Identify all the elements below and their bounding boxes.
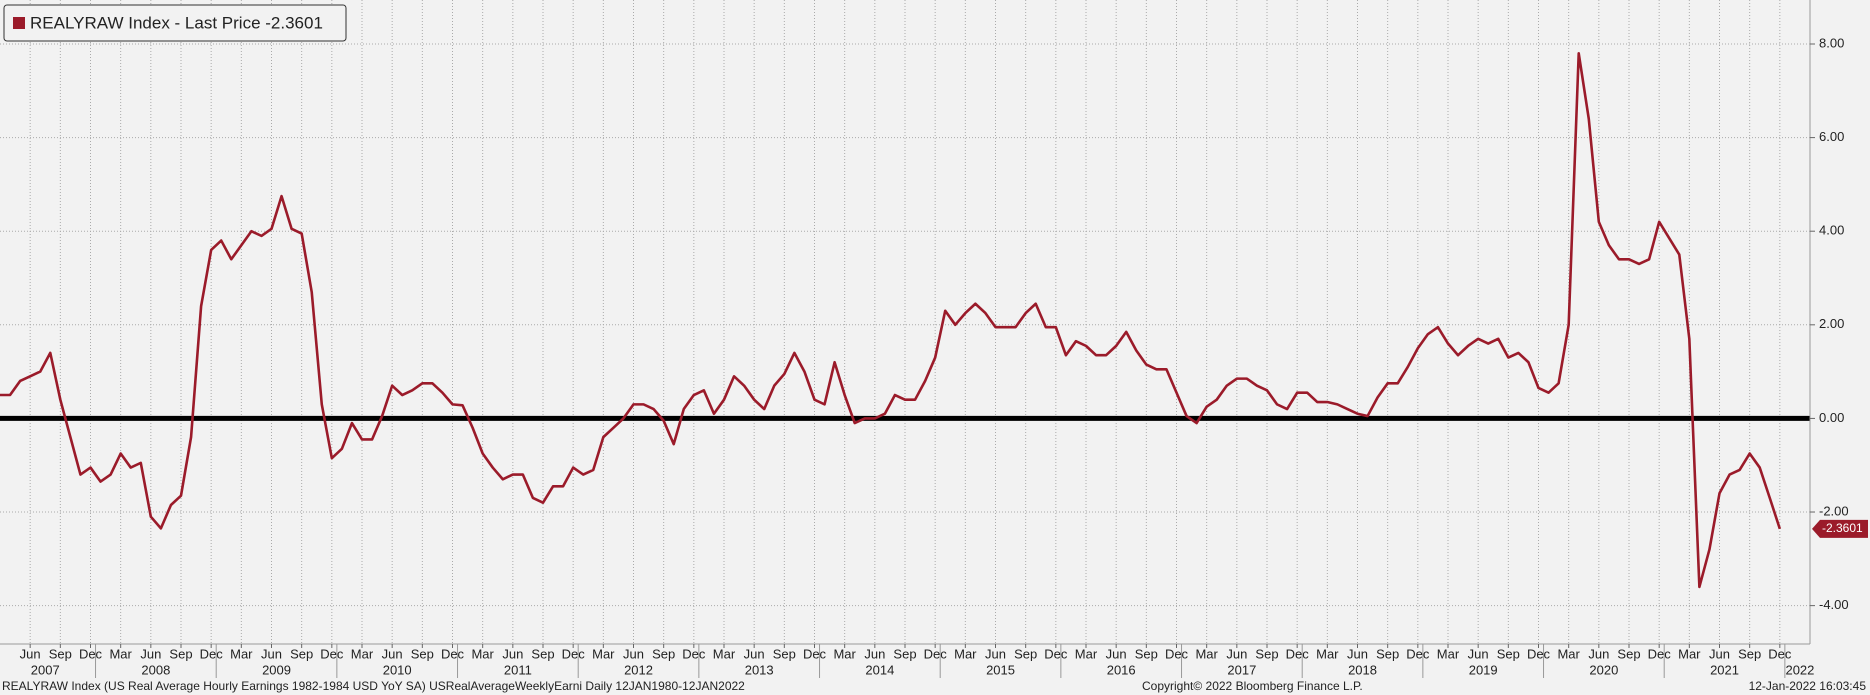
x-tick-label: Mar [954, 646, 977, 661]
x-tick-label: Dec [682, 646, 706, 661]
x-tick-label: Jun [623, 646, 644, 661]
y-tick-label: 4.00 [1819, 223, 1844, 238]
footer-description: REALYRAW Index (US Real Average Hourly E… [2, 679, 745, 693]
year-label: 2010 [383, 662, 412, 677]
x-tick-label: Sep [1255, 646, 1278, 661]
legend-swatch [13, 17, 25, 29]
x-tick-label: Sep [1376, 646, 1399, 661]
x-tick-label: Sep [652, 646, 675, 661]
x-tick-label: Dec [1044, 646, 1068, 661]
x-tick-label: Dec [320, 646, 344, 661]
y-tick-label: 2.00 [1819, 316, 1844, 331]
year-label: 2015 [986, 662, 1015, 677]
x-tick-label: Jun [1106, 646, 1127, 661]
x-tick-label: Mar [1437, 646, 1460, 661]
x-tick-label: Jun [20, 646, 41, 661]
footer-timestamp: 12-Jan-2022 16:03:45 [1749, 679, 1867, 693]
x-tick-label: Jun [1226, 646, 1247, 661]
year-label: 2009 [262, 662, 291, 677]
x-tick-label: Dec [562, 646, 586, 661]
x-tick-label: Dec [1768, 646, 1792, 661]
x-tick-label: Jun [744, 646, 765, 661]
x-tick-label: Mar [592, 646, 615, 661]
x-tick-label: Dec [924, 646, 948, 661]
grid [0, 0, 1810, 644]
x-tick-label: Jun [261, 646, 282, 661]
year-label: 2018 [1348, 662, 1377, 677]
year-label: 2020 [1589, 662, 1618, 677]
x-tick-label: Dec [200, 646, 224, 661]
year-label: 2011 [504, 662, 532, 677]
x-tick-label: Mar [1075, 646, 1098, 661]
year-label: 2014 [865, 662, 894, 677]
x-tick-label: Mar [230, 646, 253, 661]
x-tick-label: Sep [169, 646, 192, 661]
x-tick-label: Jun [1588, 646, 1609, 661]
x-tick-label: Dec [1648, 646, 1672, 661]
x-tick-label: Mar [351, 646, 374, 661]
x-tick-label: Sep [1738, 646, 1761, 661]
x-tick-label: Dec [79, 646, 103, 661]
x-tick-label: Sep [1617, 646, 1640, 661]
year-label: 2021 [1710, 662, 1739, 677]
x-tick-label: Sep [1135, 646, 1158, 661]
x-tick-label: Sep [773, 646, 796, 661]
x-tick-label: Jun [502, 646, 523, 661]
legend-box [3, 4, 347, 42]
last-price-label: -2.3601 [1822, 521, 1863, 535]
x-tick-label: Mar [1316, 646, 1339, 661]
year-label: 2007 [31, 662, 60, 677]
x-tick-label: Jun [382, 646, 403, 661]
x-tick-label: Dec [803, 646, 827, 661]
y-tick-label: 0.00 [1819, 410, 1844, 425]
x-tick-label: Mar [109, 646, 132, 661]
x-tick-label: Sep [290, 646, 313, 661]
year-label: 2022 [1785, 662, 1814, 677]
y-tick-label: 8.00 [1819, 35, 1844, 50]
x-tick-label: Jun [1347, 646, 1368, 661]
x-tick-label: Sep [411, 646, 434, 661]
x-tick-label: Dec [441, 646, 465, 661]
x-tick-label: Mar [1557, 646, 1580, 661]
x-tick-label: Jun [1468, 646, 1489, 661]
legend-label: REALYRAW Index - Last Price -2.3601 [30, 13, 323, 32]
last-price-tag [1812, 519, 1868, 538]
x-tick-label: Sep [49, 646, 72, 661]
x-tick-label: Jun [140, 646, 161, 661]
x-tick-label: Dec [1406, 646, 1430, 661]
year-label: 2008 [141, 662, 170, 677]
x-tick-label: Mar [713, 646, 736, 661]
footer-copyright: Copyright© 2022 Bloomberg Finance L.P. [1142, 679, 1363, 693]
x-tick-label: Mar [1678, 646, 1701, 661]
y-tick-label: -4.00 [1819, 597, 1849, 612]
year-label: 2016 [1107, 662, 1136, 677]
x-tick-label: Sep [1497, 646, 1520, 661]
legend: REALYRAW Index - Last Price -2.3601 [3, 4, 347, 42]
x-tick-label: Jun [985, 646, 1006, 661]
x-tick-label: Jun [864, 646, 885, 661]
year-label: 2017 [1227, 662, 1256, 677]
x-tick-label: Mar [1195, 646, 1218, 661]
series-line [0, 52, 1782, 589]
x-tick-label: Dec [1286, 646, 1310, 661]
year-label: 2012 [624, 662, 653, 677]
y-tick-label: 6.00 [1819, 129, 1844, 144]
x-tick-label: Sep [1014, 646, 1037, 661]
year-label: 2019 [1469, 662, 1498, 677]
x-tick-label: Sep [531, 646, 554, 661]
y-tick-label: -2.00 [1819, 503, 1849, 518]
x-tick-label: Mar [471, 646, 494, 661]
year-label: 2013 [745, 662, 774, 677]
x-tick-label: Mar [833, 646, 856, 661]
x-tick-label: Dec [1527, 646, 1551, 661]
plot [0, 52, 1810, 589]
x-tick-label: Jun [1709, 646, 1730, 661]
x-tick-label: Dec [1165, 646, 1189, 661]
x-tick-label: Sep [893, 646, 916, 661]
